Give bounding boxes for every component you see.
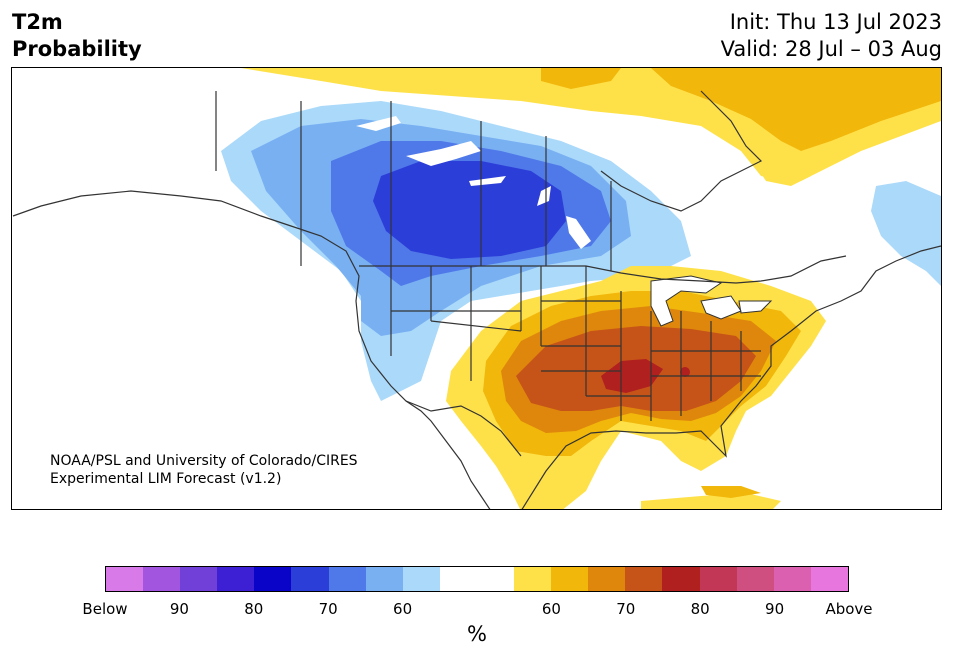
- shading-above-70-arctic: [651, 68, 941, 151]
- colorbar-unit-label: %: [467, 622, 487, 646]
- colorbar-tick-label: 90: [169, 600, 189, 618]
- us-mexico-border: [405, 400, 522, 457]
- colorbar-cell: [143, 567, 181, 591]
- map-credit-line-2: Experimental LIM Forecast (v1.2): [50, 471, 281, 487]
- forecast-dates: Init: Thu 13 Jul 2023 Valid: 28 Jul – 03…: [721, 9, 942, 63]
- colorbar-cell: [254, 567, 292, 591]
- colorbar-cell: [476, 567, 515, 591]
- state-lines-west: [390, 266, 522, 381]
- map-credit-line-1: NOAA/PSL and University of Colorado/CIRE…: [50, 453, 358, 469]
- shading-above-caribbean: [641, 493, 781, 509]
- hudson-bay: [600, 90, 763, 212]
- map-canvas: NOAA/PSL and University of Colorado/CIRE…: [12, 68, 941, 509]
- colorbar-cell: [439, 567, 477, 591]
- colorbar-tick-label: 70: [616, 600, 636, 618]
- colorbar-tick-label: 60: [541, 600, 561, 618]
- colorbar-cell: [402, 567, 440, 591]
- colorbar-cell: [625, 567, 663, 591]
- colorbar-cell: [699, 567, 737, 591]
- colorbar-cell: [328, 567, 366, 591]
- colorbar-cell: [514, 567, 552, 591]
- shading-below-90-west: [373, 161, 566, 259]
- colorbar-cell: [736, 567, 774, 591]
- shading-above-60-hudson: [746, 151, 811, 186]
- state-lines-central: [540, 266, 651, 421]
- colorbar-cell: [217, 567, 255, 591]
- shading-above-70-arctic-west: [541, 68, 621, 89]
- colorbar-tick-label: Below: [82, 600, 128, 618]
- colorbar-tick-label: Above: [825, 600, 873, 618]
- colorbar-cell: [365, 567, 403, 591]
- shading-above-95-spot: [680, 367, 690, 377]
- colorbar-cell: [588, 567, 626, 591]
- canadian-lakes: [356, 116, 591, 249]
- title-line-2: Probability: [12, 37, 142, 61]
- province-lines: [215, 91, 612, 271]
- init-date: Init: Thu 13 Jul 2023: [729, 10, 942, 34]
- colorbar-cell: [291, 567, 329, 591]
- colorbar-tick-label: 60: [393, 600, 413, 618]
- probability-colorbar: [105, 566, 849, 592]
- colorbar-cell: [106, 567, 144, 591]
- west-coastline: [12, 190, 491, 509]
- boundaries: [12, 90, 941, 509]
- colorbar-tick-label: 80: [690, 600, 710, 618]
- colorbar-cell: [551, 567, 589, 591]
- colorbar-tick-label: 70: [318, 600, 338, 618]
- probability-map: NOAA/PSL and University of Colorado/CIRE…: [11, 67, 942, 510]
- colorbar-cell: [662, 567, 700, 591]
- valid-date: Valid: 28 Jul – 03 Aug: [720, 37, 942, 61]
- colorbar-cell: [180, 567, 218, 591]
- colorbar-cell: [810, 567, 848, 591]
- title-line-1: T2m: [12, 10, 63, 34]
- shading-below-60-labrador: [871, 181, 941, 286]
- gulf-east-coastline: [521, 245, 941, 509]
- great-lakes: [650, 275, 773, 327]
- shading-above-95-midsouth: [601, 359, 663, 393]
- colorbar-tick-label: 90: [765, 600, 785, 618]
- state-lines-east: [650, 311, 761, 421]
- chart-title: T2m Probability: [12, 9, 142, 63]
- colorbar-tick-label: 80: [244, 600, 264, 618]
- shading-above-caribbean-2: [701, 486, 761, 498]
- colorbar-cell: [773, 567, 811, 591]
